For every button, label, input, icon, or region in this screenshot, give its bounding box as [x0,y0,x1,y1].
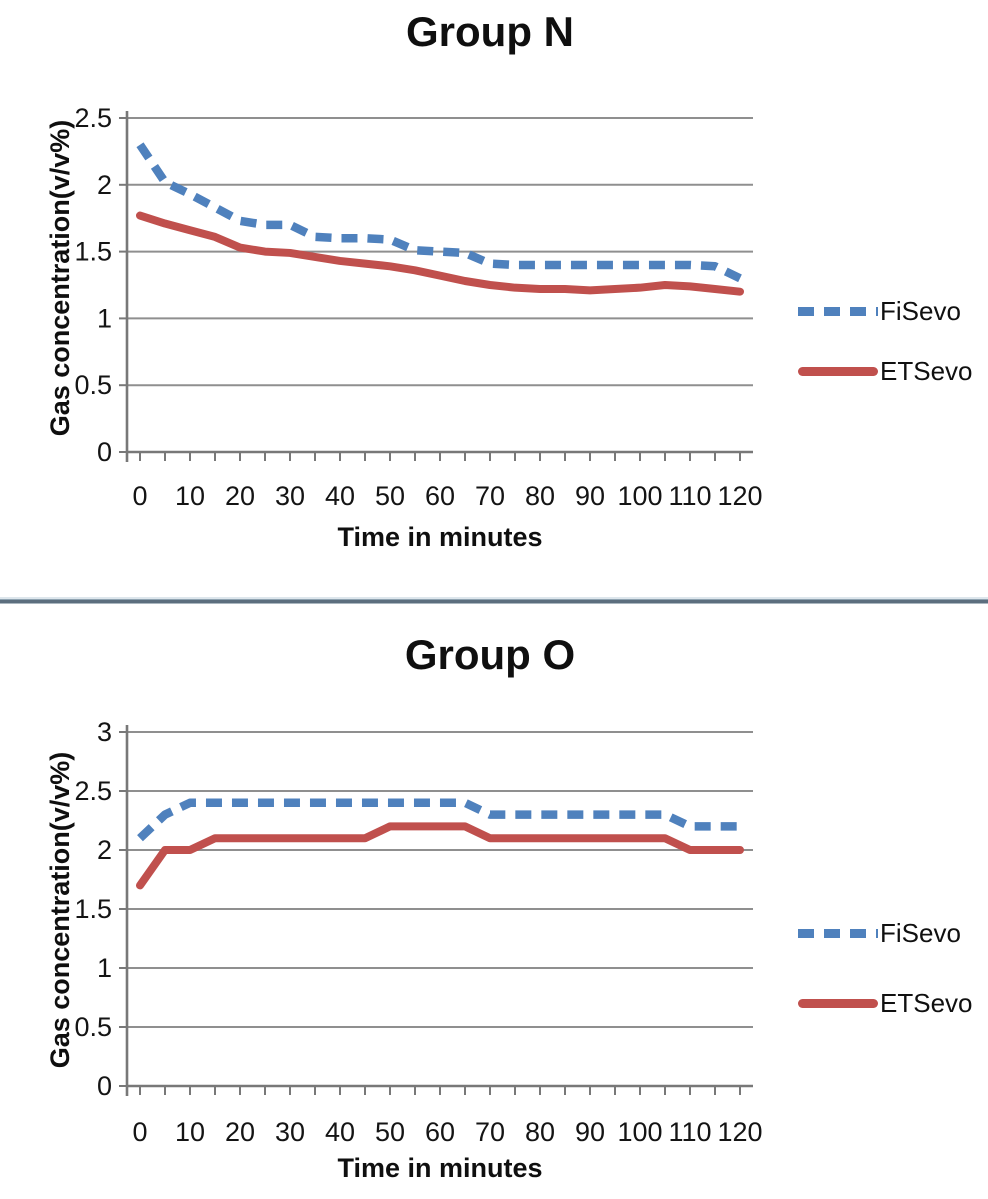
svg-text:90: 90 [575,1117,605,1147]
svg-text:60: 60 [425,481,455,511]
etsevo-solid-line-swatch [798,998,878,1008]
svg-text:80: 80 [525,481,555,511]
legend-item-fisevo: FiSevo [798,295,984,327]
chart-title-group-n: Group N [406,8,574,55]
legend-label-etsevo: ETSevo [880,987,973,1018]
svg-text:90: 90 [575,481,605,511]
svg-text:20: 20 [225,481,255,511]
svg-text:0: 0 [97,437,112,467]
svg-text:2.5: 2.5 [74,776,112,806]
svg-text:100: 100 [617,481,662,511]
svg-text:0.5: 0.5 [74,1012,112,1042]
legend-label-fisevo: FiSevo [880,917,961,948]
chart-panel-group-o: 0 0.5 1 1.5 2 2.5 3 0 10 20 30 40 50 60 70 80 90 100 110 12… [0,605,988,1199]
svg-text:2.5: 2.5 [74,103,112,133]
svg-text:10: 10 [175,1117,205,1147]
svg-text:110: 110 [668,1117,711,1147]
svg-text:110: 110 [668,481,711,511]
svg-text:10: 10 [175,481,205,511]
legend-group-n: FiSevo ETSevo [798,295,984,387]
y-axis-title-group-o: Gas concentration(v/v%) [45,751,75,1069]
svg-text:40: 40 [325,1117,355,1147]
svg-text:120: 120 [717,1117,762,1147]
legend-item-fisevo: FiSevo [798,917,984,949]
legend-label-fisevo: FiSevo [880,295,961,326]
svg-text:60: 60 [425,1117,455,1147]
group-o-plot-area: 00.511.522.530 10 20 30 40 50 60 70 80 90 100 110 12… [74,717,762,1147]
legend-label-etsevo: ETSevo [880,355,973,386]
svg-text:2: 2 [97,835,112,865]
fisevo-dashed-line-swatch [798,928,878,938]
legend-item-etsevo: ETSevo [798,355,984,387]
svg-text:0: 0 [132,481,147,511]
svg-text:1.5: 1.5 [74,237,112,267]
svg-text:40: 40 [325,481,355,511]
svg-text:3: 3 [97,717,112,747]
svg-text:0: 0 [97,1071,112,1101]
svg-text:50: 50 [375,1117,405,1147]
svg-text:1: 1 [97,303,112,333]
x-axis-title-group-o: Time in minutes [337,1153,543,1183]
svg-text:2: 2 [97,170,112,200]
svg-text:0: 0 [132,1117,147,1147]
chart-title-group-o: Group O [404,631,576,678]
svg-text:80: 80 [525,1117,555,1147]
svg-text:50: 50 [375,481,405,511]
svg-text:0.5: 0.5 [74,370,112,400]
group-n-plot-area: 0 0.5 1 1.5 2 2.5 0 10 20 30 40 50 60 70 80 90 100 110 120 [74,103,762,511]
fisevo-dashed-line-swatch [798,306,878,316]
svg-text:30: 30 [275,481,305,511]
svg-text:20: 20 [225,1117,255,1147]
etsevo-solid-line-swatch [798,366,878,376]
legend-item-etsevo: ETSevo [798,987,984,1019]
svg-text:120: 120 [717,481,762,511]
svg-text:1: 1 [97,953,112,983]
svg-text:100: 100 [617,1117,662,1147]
svg-text:70: 70 [475,481,505,511]
x-axis-title-group-n: Time in minutes [337,522,543,552]
svg-text:1.5: 1.5 [74,894,112,924]
panel-separator-line [0,595,988,604]
svg-text:70: 70 [475,1117,505,1147]
svg-text:30: 30 [275,1117,305,1147]
chart-panel-group-n: 0 0.5 1 1.5 2 2.5 0 10 20 30 40 50 60 70 80 90 100 110 120… [0,0,988,598]
legend-group-o: FiSevo ETSevo [798,917,984,1019]
y-axis-title-group-n: Gas concentration(v/v%) [45,119,75,437]
